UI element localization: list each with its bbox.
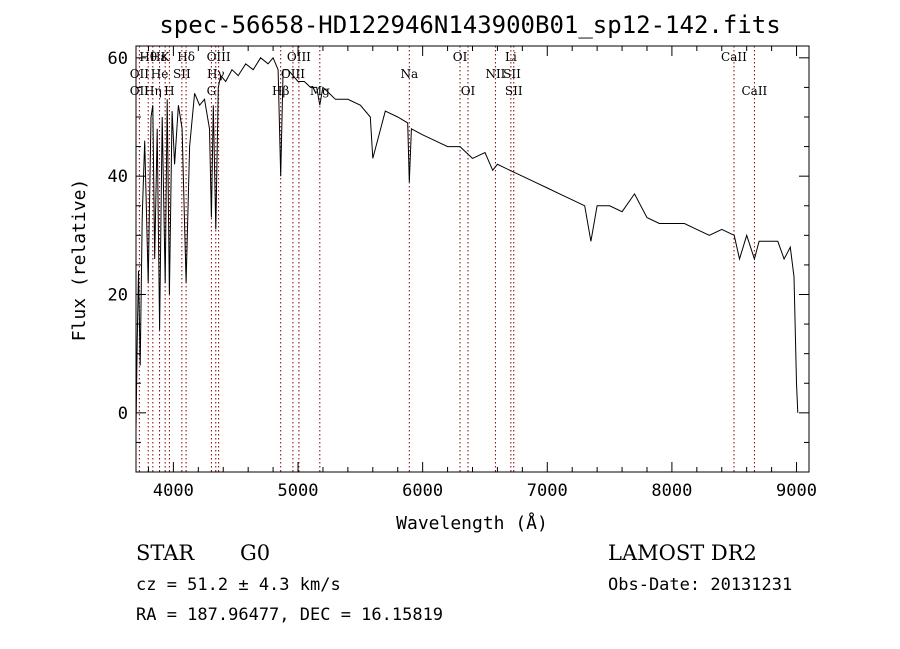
line-marker-label: Hδ [177, 50, 195, 64]
line-marker-label: NII [485, 67, 505, 81]
line-marker-label: OI [453, 50, 468, 64]
x-tick-label: 7000 [527, 481, 568, 501]
line-marker-label: H [164, 84, 174, 98]
line-marker-label: CaII [721, 50, 747, 64]
spectral-line-markers [138, 46, 755, 472]
line-marker-label: Hγ [207, 67, 225, 81]
chart-title: spec-56658-HD122946N143900B01_sp12-142.f… [159, 11, 780, 39]
obs-date: Obs-Date: 20131231 [608, 575, 792, 595]
object-class: STAR [136, 541, 195, 565]
x-tick-label: 8000 [651, 481, 692, 501]
line-marker-label: Hε [150, 50, 167, 64]
x-axis-label: Wavelength (Å) [396, 512, 548, 534]
line-marker-label: Hβ [272, 84, 289, 98]
y-tick-label: 40 [108, 167, 128, 187]
line-marker-label: Hθ [139, 50, 157, 64]
x-tick-label: 5000 [278, 481, 319, 501]
line-marker-label: OIII [281, 67, 305, 81]
line-marker-label: Na [400, 67, 418, 81]
line-marker-label: CaII [741, 84, 767, 98]
line-marker-label: OI [461, 84, 476, 98]
x-tick-label: 6000 [402, 481, 443, 501]
y-axis: 0 20 40 60 [108, 49, 809, 473]
line-marker-label: OII [130, 67, 150, 81]
line-marker-label: SII [503, 67, 521, 81]
line-marker-label: Hη [144, 84, 162, 98]
spectrum-line [135, 56, 799, 431]
line-marker-label: SII [505, 84, 523, 98]
y-tick-label: 0 [118, 404, 128, 424]
coordinates: RA = 187.96477, DEC = 16.15819 [136, 605, 443, 625]
line-marker-label: Li [505, 50, 517, 64]
line-marker-label: OII [130, 84, 150, 98]
plot-frame [135, 45, 810, 473]
object-subclass: G0 [240, 541, 270, 565]
y-axis-label: Flux (relative) [69, 179, 90, 342]
x-axis: 4000 5000 6000 7000 8000 9000 [147, 46, 817, 501]
x-tick-label: 4000 [153, 481, 194, 501]
y-tick-label: 60 [108, 49, 128, 69]
survey-name: LAMOST DR2 [608, 541, 757, 565]
line-marker-label: OIII [287, 50, 311, 64]
line-marker-label: G [207, 84, 217, 98]
line-marker-label: He [151, 67, 169, 81]
line-marker-label: K [161, 50, 171, 64]
redshift-readout: cz = 51.2 ± 4.3 km/s [136, 575, 341, 595]
spectrum-series [135, 56, 799, 431]
line-marker-label: SII [173, 67, 191, 81]
line-marker-label: OIII [207, 50, 231, 64]
y-tick-label: 20 [108, 286, 128, 306]
x-tick-label: 9000 [776, 481, 817, 501]
